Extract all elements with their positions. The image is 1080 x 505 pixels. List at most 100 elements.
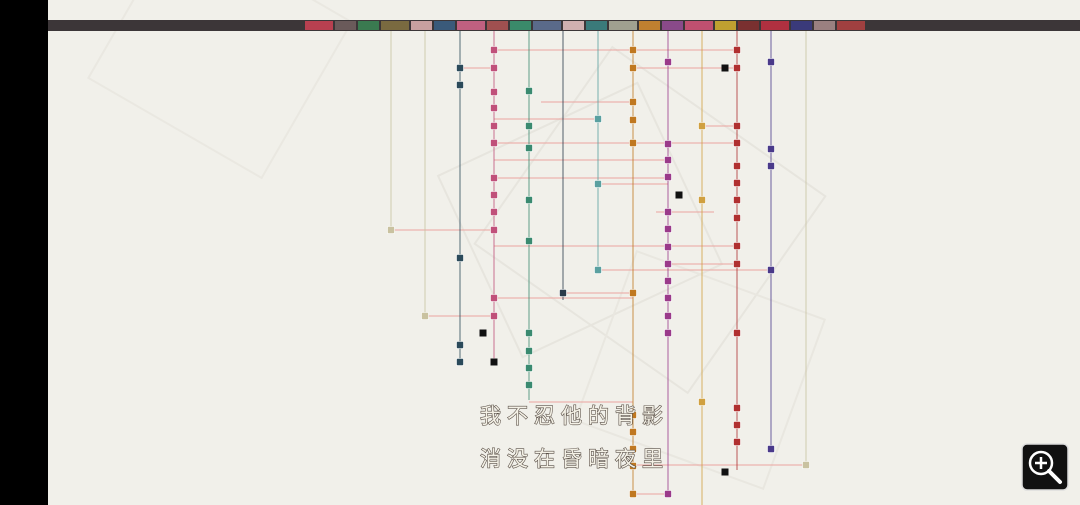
chapter-tab[interactable] (381, 21, 409, 30)
story-node[interactable] (721, 468, 729, 476)
story-node[interactable] (525, 381, 533, 389)
chapter-tab[interactable] (639, 21, 660, 30)
story-node[interactable] (675, 191, 683, 199)
story-node[interactable] (629, 64, 637, 72)
story-node[interactable] (664, 329, 672, 337)
story-node[interactable] (698, 196, 706, 204)
story-node[interactable] (594, 180, 602, 188)
story-node[interactable] (490, 104, 498, 112)
story-node[interactable] (456, 81, 464, 89)
story-node[interactable] (490, 358, 498, 366)
chapter-tab[interactable] (685, 21, 713, 30)
story-node[interactable] (490, 139, 498, 147)
story-node[interactable] (733, 162, 741, 170)
story-node[interactable] (629, 428, 637, 436)
chapter-tab[interactable] (837, 21, 865, 30)
story-node[interactable] (733, 329, 741, 337)
story-node[interactable] (525, 87, 533, 95)
story-node[interactable] (721, 64, 729, 72)
story-node[interactable] (767, 58, 775, 66)
chapter-tab[interactable] (305, 21, 333, 30)
story-node[interactable] (490, 46, 498, 54)
story-node[interactable] (594, 266, 602, 274)
story-node[interactable] (802, 461, 810, 469)
story-node[interactable] (490, 174, 498, 182)
story-node[interactable] (664, 173, 672, 181)
story-node[interactable] (629, 116, 637, 124)
story-node[interactable] (733, 214, 741, 222)
story-node[interactable] (456, 254, 464, 262)
story-node[interactable] (664, 312, 672, 320)
story-node[interactable] (733, 139, 741, 147)
story-node[interactable] (525, 347, 533, 355)
chapter-tab[interactable] (434, 21, 455, 30)
story-node[interactable] (490, 64, 498, 72)
story-node[interactable] (525, 196, 533, 204)
chapter-tab[interactable] (738, 21, 759, 30)
chapter-tab[interactable] (487, 21, 508, 30)
chapter-tab[interactable] (335, 21, 356, 30)
story-node[interactable] (490, 208, 498, 216)
story-node[interactable] (767, 145, 775, 153)
story-node[interactable] (698, 398, 706, 406)
story-node[interactable] (664, 208, 672, 216)
story-node[interactable] (664, 225, 672, 233)
story-node[interactable] (456, 64, 464, 72)
story-node[interactable] (525, 329, 533, 337)
story-node[interactable] (733, 46, 741, 54)
story-node[interactable] (490, 122, 498, 130)
chapter-tab[interactable] (662, 21, 683, 30)
story-node[interactable] (525, 364, 533, 372)
story-node[interactable] (629, 411, 637, 419)
chapter-tab[interactable] (609, 21, 637, 30)
story-node[interactable] (421, 312, 429, 320)
story-node[interactable] (664, 156, 672, 164)
story-node[interactable] (733, 196, 741, 204)
story-node[interactable] (594, 115, 602, 123)
story-node[interactable] (629, 46, 637, 54)
story-node[interactable] (490, 226, 498, 234)
chapter-tab[interactable] (358, 21, 379, 30)
chapter-tab[interactable] (761, 21, 789, 30)
story-node[interactable] (733, 122, 741, 130)
story-node[interactable] (629, 462, 637, 470)
story-node[interactable] (490, 191, 498, 199)
story-node[interactable] (767, 445, 775, 453)
story-node[interactable] (664, 277, 672, 285)
story-node[interactable] (629, 98, 637, 106)
story-node[interactable] (456, 358, 464, 366)
chapter-tab[interactable] (586, 21, 607, 30)
story-node[interactable] (559, 289, 567, 297)
chapter-tab[interactable] (411, 21, 432, 30)
story-node[interactable] (525, 237, 533, 245)
chapter-tab[interactable] (563, 21, 584, 30)
story-node[interactable] (733, 179, 741, 187)
story-node[interactable] (664, 140, 672, 148)
story-node[interactable] (733, 421, 741, 429)
story-node[interactable] (525, 144, 533, 152)
story-node[interactable] (767, 162, 775, 170)
story-node[interactable] (664, 294, 672, 302)
story-node[interactable] (664, 58, 672, 66)
story-node[interactable] (490, 312, 498, 320)
story-node[interactable] (733, 242, 741, 250)
story-node[interactable] (456, 341, 464, 349)
story-node[interactable] (479, 329, 487, 337)
zoom-button[interactable] (1021, 443, 1069, 491)
chapter-tab[interactable] (715, 21, 736, 30)
story-node[interactable] (664, 490, 672, 498)
story-node[interactable] (664, 243, 672, 251)
story-node[interactable] (733, 438, 741, 446)
chapter-tab[interactable] (791, 21, 812, 30)
story-node[interactable] (664, 260, 672, 268)
chapter-tab[interactable] (533, 21, 561, 30)
story-node[interactable] (490, 88, 498, 96)
chapter-tab[interactable] (814, 21, 835, 30)
story-node[interactable] (629, 490, 637, 498)
story-node[interactable] (629, 289, 637, 297)
story-node[interactable] (733, 404, 741, 412)
story-node[interactable] (490, 294, 498, 302)
chapter-tab[interactable] (510, 21, 531, 30)
story-node[interactable] (629, 445, 637, 453)
chapter-tab[interactable] (457, 21, 485, 30)
